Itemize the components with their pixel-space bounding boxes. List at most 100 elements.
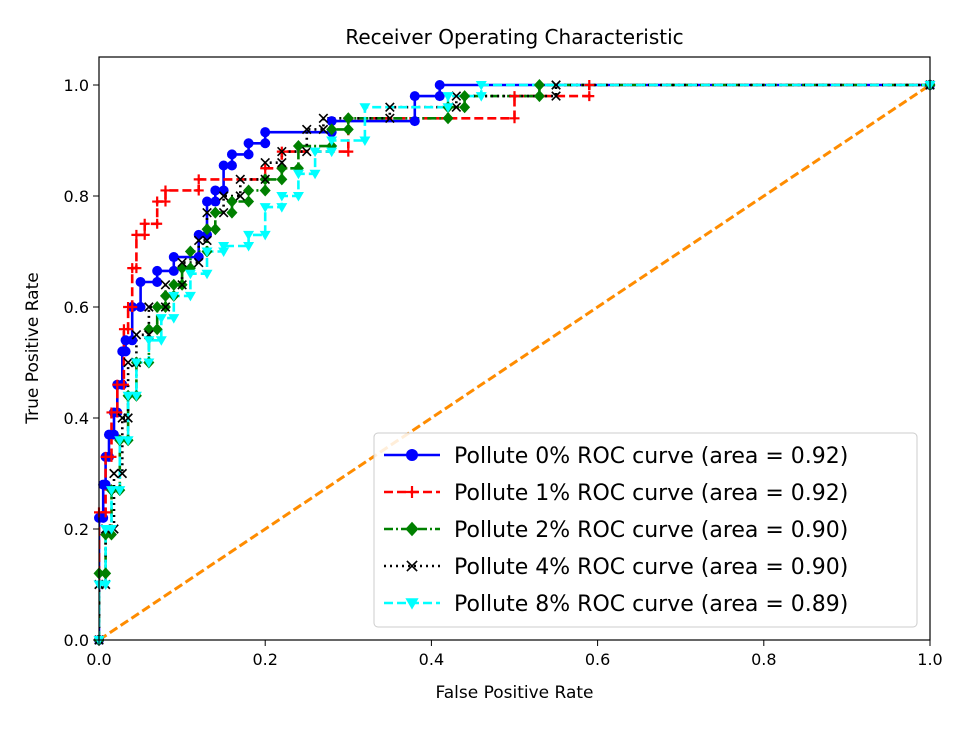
series-point-1 [509,91,520,102]
series-point-1 [509,113,520,124]
series-point-3 [260,157,271,168]
series-line-5 [99,83,930,640]
y-tick-label: 0.6 [64,298,89,317]
series-point-0 [168,265,179,276]
series-point-4 [100,580,112,590]
series-point-3 [318,113,329,124]
series-point-3 [160,302,171,312]
series-point-3 [144,302,154,312]
series-point-4 [184,291,196,302]
series-point-2 [209,223,221,236]
x-tick-label: 1.0 [917,650,942,669]
series-point-4 [168,291,180,302]
series-point-4 [326,136,338,146]
markers-layer [93,79,936,646]
series-point-3 [160,279,171,290]
series-point-1 [127,302,138,312]
series-point-3 [218,207,229,218]
series-point-2 [533,79,545,91]
series-point-0 [127,335,138,346]
series-point-3 [385,102,395,113]
series-point-4 [184,269,196,280]
legend: Pollute 0% ROC curve (area = 0.92) Pollut… [373,432,918,628]
series-point-3 [123,413,133,423]
series-point-3 [235,191,246,201]
x-tick-label: 0.4 [419,650,444,669]
series-point-4 [475,92,487,102]
legend-marker-1 [406,486,418,498]
series-point-4 [442,103,454,113]
series-point-2 [184,245,196,258]
series-point-4 [130,358,142,368]
series-point-2 [459,90,471,103]
series-point-2 [159,289,171,302]
series-point-0 [326,116,337,127]
series-point-4 [259,203,271,213]
series-point-3 [451,91,462,101]
series-point-0 [152,277,163,288]
series-point-4 [201,269,213,280]
y-tick-label: 0.2 [64,520,89,539]
series-point-4 [122,391,134,402]
series-point-3 [202,235,212,246]
series-point-0 [152,265,163,276]
series-point-4 [259,230,271,241]
series-point-3 [277,146,287,157]
series-point-1 [123,324,134,335]
series-point-0 [210,196,221,207]
series-point-1 [160,196,171,207]
series-point-1 [100,507,111,518]
series-point-2 [243,184,255,197]
series-point-4 [276,192,288,202]
series-point-3 [301,146,312,157]
series-point-4 [292,169,304,180]
series-point-0 [218,160,229,171]
series-point-1 [584,91,595,102]
series-point-2 [226,206,238,219]
series-point-1 [160,185,171,196]
legend-marker-3 [406,560,418,572]
y-axis: 0.0 0.2 0.4 0.6 0.8 1.0 [64,76,99,650]
series-point-3 [218,191,229,201]
series-point-4 [359,136,371,146]
series-point-0 [193,252,204,263]
series-point-4 [105,486,117,496]
series-point-4 [292,192,304,202]
series-point-3 [117,468,128,479]
series-point-0 [226,160,237,171]
series-point-3 [260,174,271,185]
series-point-2 [151,301,163,313]
legend-label-3: Pollute 4% ROC curve (area = 0.90) [454,555,848,580]
series-point-4 [218,247,230,257]
series-point-3 [131,329,142,340]
series-point-4 [114,436,126,446]
series-point-2 [292,140,304,153]
y-tick-label: 0.0 [64,631,89,650]
series-point-2 [276,173,288,186]
series-point-1 [152,218,163,229]
series-point-2 [442,112,454,125]
series-point-1 [112,407,123,418]
series-point-1 [193,174,204,185]
x-axis: 0.0 0.2 0.4 0.6 0.8 1.0 [86,640,943,669]
series-point-2 [243,195,255,208]
series-point-4 [168,314,180,324]
legend-label-4: Pollute 8% ROC curve (area = 0.89) [454,592,848,617]
series-point-2 [533,90,545,103]
series-point-4 [122,436,134,446]
series-point-4 [276,203,288,213]
series-point-1 [193,185,204,196]
x-tick-label: 0.0 [86,650,111,669]
legend-marker-0 [406,449,418,461]
series-point-1 [139,218,150,229]
series-point-2 [201,223,213,236]
x-tick-label: 0.2 [252,650,277,669]
y-axis-label: True Positive Rate [23,272,43,424]
series-point-2 [342,112,354,125]
series-point-3 [109,468,119,479]
series-point-1 [106,451,117,462]
series-point-1 [584,80,595,90]
series-point-2 [168,278,180,291]
series-point-4 [201,247,213,257]
series-point-0 [135,302,146,312]
